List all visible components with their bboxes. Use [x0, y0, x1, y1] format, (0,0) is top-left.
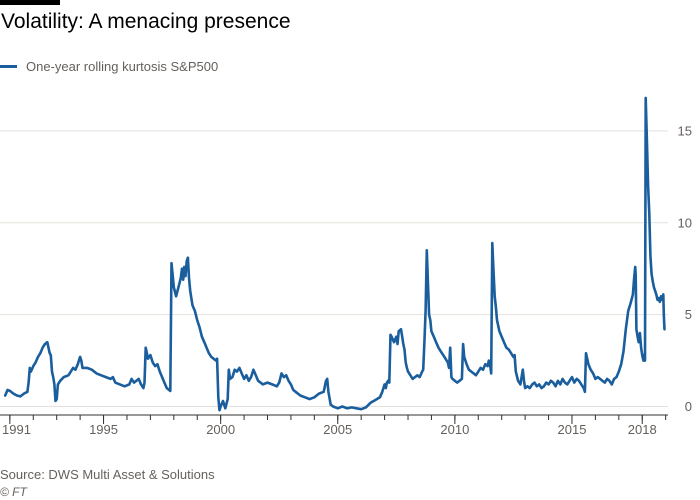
chart-title: Volatility: A menacing presence — [1, 10, 291, 33]
x-tick-label-2018: 2018 — [628, 422, 657, 437]
y-tick-label-10: 10 — [678, 215, 692, 230]
gridlines — [0, 130, 668, 407]
series-layer — [3, 96, 666, 412]
x-tick-label-2000: 2000 — [206, 422, 235, 437]
x-tick-label-2015: 2015 — [558, 422, 587, 437]
x-tick-label-1995: 1995 — [89, 422, 118, 437]
legend: One-year rolling kurtosis S&P500 — [0, 59, 218, 74]
legend-swatch — [0, 65, 17, 68]
legend-label: One-year rolling kurtosis S&P500 — [26, 59, 219, 74]
y-tick-label-5: 5 — [685, 307, 692, 322]
copyright-note: © FT — [0, 485, 27, 499]
brand-top-bar — [0, 0, 60, 5]
source-note: Source: DWS Multi Asset & Solutions — [0, 467, 215, 482]
x-tick-label-2010: 2010 — [440, 422, 469, 437]
x-tick-label-2005: 2005 — [323, 422, 352, 437]
y-axis: 0 5 10 15 — [678, 123, 692, 414]
x-axis: 1991 1995 2000 2005 2010 2015 2018 — [0, 414, 668, 437]
y-tick-label-15: 15 — [678, 123, 692, 138]
series-line-0 — [3, 96, 666, 412]
x-tick-label-1991: 1991 — [2, 422, 31, 437]
y-tick-label-0: 0 — [685, 399, 692, 414]
